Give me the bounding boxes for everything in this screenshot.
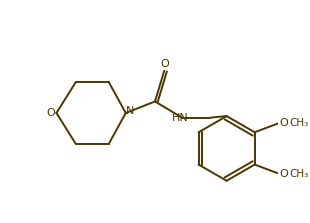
Text: O: O	[47, 108, 55, 118]
Text: CH₃: CH₃	[290, 169, 309, 179]
Text: N: N	[126, 106, 134, 116]
Text: CH₃: CH₃	[290, 118, 309, 128]
Text: HN: HN	[172, 113, 189, 123]
Text: O: O	[280, 169, 288, 179]
Text: O: O	[161, 60, 169, 70]
Text: O: O	[280, 118, 288, 128]
